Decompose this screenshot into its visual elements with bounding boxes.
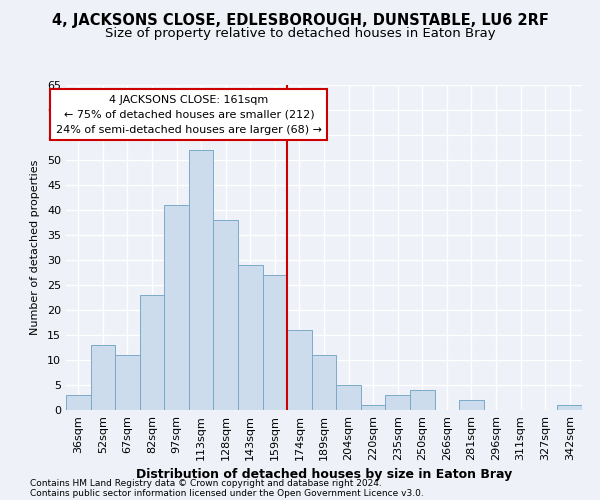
Bar bbox=[263, 275, 287, 410]
Bar bbox=[66, 395, 91, 410]
Y-axis label: Number of detached properties: Number of detached properties bbox=[30, 160, 40, 335]
Bar bbox=[164, 205, 189, 410]
Bar bbox=[287, 330, 312, 410]
Bar bbox=[214, 220, 238, 410]
Text: Size of property relative to detached houses in Eaton Bray: Size of property relative to detached ho… bbox=[104, 28, 496, 40]
Bar bbox=[385, 395, 410, 410]
X-axis label: Distribution of detached houses by size in Eaton Bray: Distribution of detached houses by size … bbox=[136, 468, 512, 481]
Bar bbox=[91, 345, 115, 410]
Text: Contains HM Land Registry data © Crown copyright and database right 2024.: Contains HM Land Registry data © Crown c… bbox=[30, 478, 382, 488]
Bar bbox=[140, 295, 164, 410]
Bar bbox=[557, 405, 582, 410]
Bar bbox=[238, 265, 263, 410]
Bar bbox=[361, 405, 385, 410]
Bar bbox=[312, 355, 336, 410]
Text: 4 JACKSONS CLOSE: 161sqm
← 75% of detached houses are smaller (212)
24% of semi-: 4 JACKSONS CLOSE: 161sqm ← 75% of detach… bbox=[56, 95, 322, 134]
Bar bbox=[115, 355, 140, 410]
Bar bbox=[459, 400, 484, 410]
Text: Contains public sector information licensed under the Open Government Licence v3: Contains public sector information licen… bbox=[30, 488, 424, 498]
Bar bbox=[189, 150, 214, 410]
Bar bbox=[336, 385, 361, 410]
Bar bbox=[410, 390, 434, 410]
Text: 4, JACKSONS CLOSE, EDLESBOROUGH, DUNSTABLE, LU6 2RF: 4, JACKSONS CLOSE, EDLESBOROUGH, DUNSTAB… bbox=[52, 12, 548, 28]
